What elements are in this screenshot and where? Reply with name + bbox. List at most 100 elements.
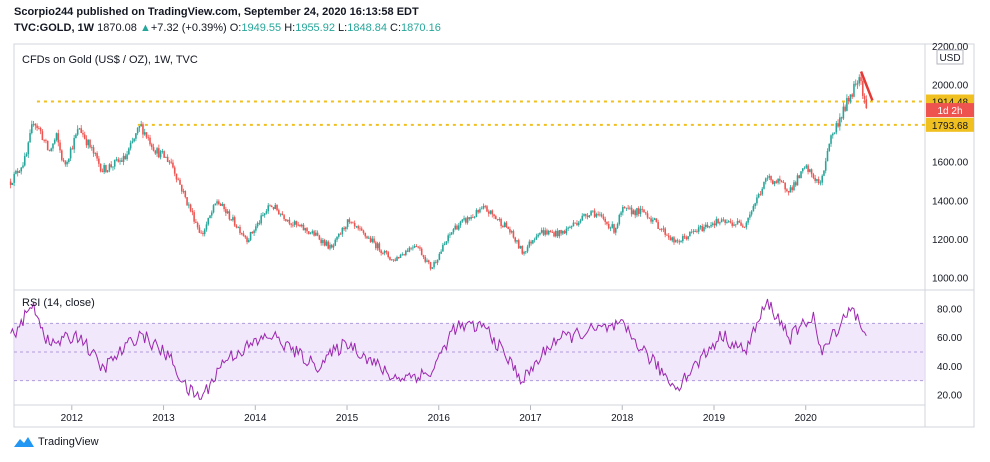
candle-body bbox=[233, 217, 236, 226]
candle-body bbox=[787, 191, 790, 193]
candle-body bbox=[493, 214, 495, 217]
candle-body bbox=[138, 126, 141, 128]
candle-body bbox=[562, 230, 564, 234]
candle-body bbox=[292, 224, 294, 226]
candle-body bbox=[653, 218, 656, 220]
candle-body bbox=[269, 205, 271, 207]
candle-body bbox=[752, 206, 755, 212]
candle-body bbox=[103, 165, 105, 173]
candle-body bbox=[662, 228, 665, 230]
candle-body bbox=[85, 138, 88, 146]
candle-body bbox=[265, 211, 268, 214]
candle-body bbox=[505, 222, 508, 228]
candle-body bbox=[835, 123, 838, 133]
candle-body bbox=[320, 239, 322, 244]
candle-body bbox=[383, 251, 386, 254]
candle-body bbox=[43, 139, 45, 141]
candle-body bbox=[801, 168, 804, 172]
candle-body bbox=[858, 77, 861, 84]
candle-body bbox=[512, 231, 515, 238]
candle-body bbox=[789, 187, 792, 193]
candle-body bbox=[597, 214, 599, 215]
candle-body bbox=[170, 161, 172, 163]
candle-body bbox=[405, 250, 407, 255]
candle-body bbox=[595, 214, 598, 217]
candle-body bbox=[263, 213, 266, 216]
candle-body bbox=[491, 210, 494, 215]
candle-body bbox=[431, 267, 434, 269]
candle-body bbox=[447, 235, 449, 242]
footer-brand: TradingView bbox=[38, 436, 99, 448]
candle-body bbox=[666, 234, 668, 236]
candle-body bbox=[581, 215, 584, 221]
candle-body bbox=[731, 222, 734, 226]
candle-body bbox=[375, 242, 377, 249]
candle-body bbox=[424, 256, 427, 262]
candle-body bbox=[341, 227, 344, 235]
candle-body bbox=[772, 180, 774, 185]
candle-body bbox=[726, 222, 728, 223]
candle-body bbox=[193, 212, 195, 222]
candle-body bbox=[159, 151, 162, 158]
candle-body bbox=[570, 226, 573, 228]
candle-body bbox=[92, 147, 95, 154]
rsi-tick-label: 20.00 bbox=[937, 391, 962, 402]
candle-body bbox=[177, 179, 180, 181]
candle-body bbox=[823, 170, 825, 176]
candle-body bbox=[244, 235, 247, 238]
last-price: 1870.08 bbox=[97, 22, 137, 34]
candle-body bbox=[507, 227, 509, 229]
candle-body bbox=[537, 234, 539, 237]
candle-body bbox=[22, 165, 24, 168]
candle-body bbox=[313, 231, 315, 236]
candle-body bbox=[87, 139, 90, 146]
candle-body bbox=[449, 234, 451, 236]
candle-body bbox=[113, 159, 116, 167]
candle-body bbox=[195, 221, 197, 223]
candle-body bbox=[13, 173, 15, 183]
candle-body bbox=[420, 248, 423, 256]
candle-body bbox=[535, 236, 538, 240]
price-tick-label: 1400.00 bbox=[932, 196, 969, 207]
candle-body bbox=[703, 227, 705, 232]
candle-body bbox=[630, 207, 633, 215]
symbol-label: TVC:GOLD, 1W bbox=[14, 22, 95, 34]
candle-body bbox=[629, 207, 631, 209]
time-tick-label: 2012 bbox=[61, 413, 84, 424]
candle-body bbox=[209, 215, 211, 219]
candle-body bbox=[652, 219, 654, 222]
candle-body bbox=[473, 216, 476, 218]
candle-body bbox=[766, 177, 769, 179]
tradingview-footer[interactable]: TradingView bbox=[14, 436, 99, 448]
candle-body bbox=[457, 225, 460, 230]
candle-body bbox=[348, 219, 351, 223]
candle-body bbox=[267, 205, 270, 212]
candle-body bbox=[83, 134, 86, 139]
candle-body bbox=[396, 256, 398, 261]
candle-body bbox=[11, 182, 14, 186]
candle-body bbox=[369, 237, 372, 242]
candle-body bbox=[551, 231, 554, 233]
candle-body bbox=[763, 181, 765, 189]
candle-body bbox=[350, 222, 352, 223]
candle-body bbox=[745, 222, 748, 228]
candle-body bbox=[412, 247, 414, 249]
candle-body bbox=[865, 99, 868, 108]
candle-body bbox=[590, 211, 592, 216]
change-arrow-icon: ▲ bbox=[139, 22, 151, 34]
candle-body bbox=[394, 259, 397, 261]
open-label: O: bbox=[229, 22, 242, 34]
candle-body bbox=[685, 237, 688, 240]
candle-body bbox=[76, 129, 79, 135]
candle-body bbox=[489, 210, 492, 214]
candle-body bbox=[736, 221, 739, 225]
candle-body bbox=[671, 237, 674, 241]
candle-body bbox=[371, 238, 374, 242]
candle-body bbox=[837, 123, 839, 127]
candle-body bbox=[757, 194, 760, 198]
price-tick-label: 2000.00 bbox=[932, 81, 969, 92]
candle-body bbox=[659, 228, 661, 230]
candle-body bbox=[532, 240, 534, 244]
price-tick-label: 1200.00 bbox=[932, 235, 969, 246]
